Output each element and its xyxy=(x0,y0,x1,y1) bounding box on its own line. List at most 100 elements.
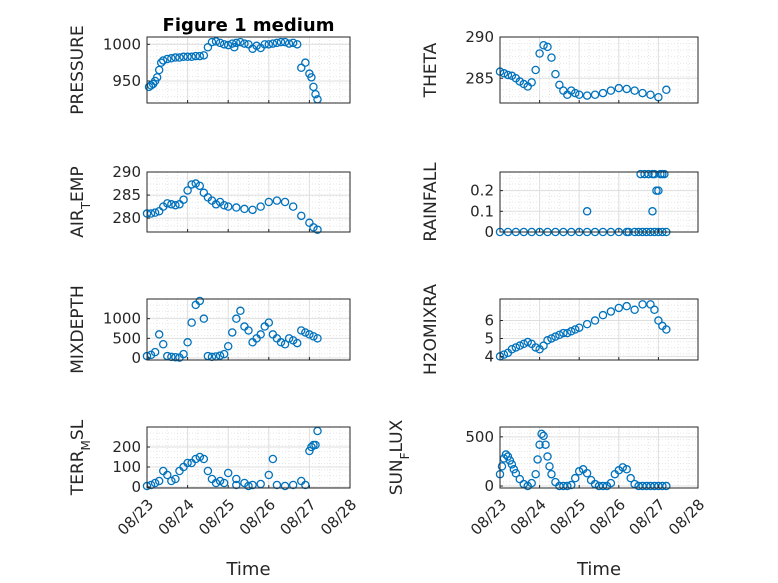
data-point xyxy=(567,327,576,336)
data-point xyxy=(551,69,560,79)
data-point xyxy=(531,469,540,479)
data-point xyxy=(509,465,519,474)
y-tick-label: 0 xyxy=(484,223,494,241)
data-point xyxy=(501,450,511,459)
data-point xyxy=(230,43,239,52)
data-point xyxy=(497,462,507,471)
data-point xyxy=(171,200,180,210)
data-point xyxy=(183,52,192,62)
data-point xyxy=(311,89,320,99)
y-axis-label: RAINFALL xyxy=(421,162,441,242)
y-tick-label: 0 xyxy=(484,477,494,495)
y-tick-label: 290 xyxy=(112,163,141,181)
data-point xyxy=(582,91,592,100)
y-tick-label: 285 xyxy=(465,69,494,87)
data-point xyxy=(638,300,647,309)
data-point xyxy=(240,39,249,48)
data-point xyxy=(199,51,209,60)
y-tick-label: 6 xyxy=(484,312,494,330)
data-point xyxy=(650,305,659,315)
data-point xyxy=(650,169,659,179)
data-point xyxy=(264,40,274,49)
data-point xyxy=(280,37,290,47)
data-point xyxy=(535,440,544,449)
data-point xyxy=(256,202,265,211)
data-point xyxy=(179,195,188,204)
data-point xyxy=(636,169,645,179)
axes-box xyxy=(499,298,699,361)
data-point xyxy=(626,473,635,483)
data-point xyxy=(543,42,552,52)
data-point xyxy=(307,73,316,82)
data-point xyxy=(570,473,580,483)
data-point xyxy=(662,85,671,95)
y-axis-label: THETA xyxy=(421,42,441,98)
data-point xyxy=(284,334,294,343)
data-point xyxy=(594,481,604,491)
data-point xyxy=(590,90,600,100)
data-point xyxy=(662,481,671,491)
y-tick-label: 5 xyxy=(484,329,494,347)
data-point xyxy=(154,476,164,486)
data-point xyxy=(199,454,209,464)
data-point xyxy=(313,334,322,343)
data-point xyxy=(195,296,205,306)
data-point xyxy=(195,181,205,191)
data-point xyxy=(309,332,318,341)
data-point xyxy=(297,63,306,73)
data-point xyxy=(507,344,517,354)
data-point xyxy=(614,83,624,93)
data-point xyxy=(638,88,647,98)
data-point xyxy=(284,39,294,48)
y-axis-label: PRESSURE xyxy=(68,25,88,114)
data-point xyxy=(618,463,628,472)
data-point xyxy=(622,301,631,311)
subplot-4: 0 0.1 0.2 RAINFALL xyxy=(421,162,699,242)
data-point xyxy=(264,470,274,480)
data-point xyxy=(187,180,196,189)
data-point xyxy=(167,54,176,63)
data-point xyxy=(574,467,584,476)
data-point xyxy=(203,466,213,476)
data-point xyxy=(654,186,663,195)
data-point xyxy=(179,349,188,359)
data-point xyxy=(555,481,564,491)
y-tick-label: 0 xyxy=(131,478,141,496)
data-point xyxy=(567,480,576,490)
subplot-1: 950 1000 PRESSURE Figure 1 medium xyxy=(68,15,351,115)
data-point xyxy=(191,179,200,188)
data-point xyxy=(313,225,322,234)
data-point xyxy=(163,54,172,64)
data-point xyxy=(215,38,225,48)
data-point xyxy=(223,341,233,351)
y-tick-label: 500 xyxy=(465,428,494,446)
data-point xyxy=(268,39,278,48)
data-point xyxy=(539,41,548,50)
data-point xyxy=(156,58,166,67)
data-point xyxy=(288,480,298,490)
y-axis-label: MIXDEPTH xyxy=(68,285,88,374)
data-point xyxy=(563,328,572,338)
data-point xyxy=(195,452,205,462)
data-point xyxy=(256,330,265,339)
y-tick-label: 200 xyxy=(112,438,141,456)
data-point xyxy=(163,199,172,208)
data-point xyxy=(183,458,192,468)
data-point xyxy=(154,330,164,339)
y-tick-label: 4 xyxy=(484,347,494,365)
axes-box xyxy=(146,36,351,104)
data-point xyxy=(630,86,639,95)
data-point xyxy=(187,52,196,62)
data-point xyxy=(511,343,521,352)
data-point xyxy=(654,316,663,325)
data-point xyxy=(276,37,286,47)
data-point xyxy=(634,481,643,491)
data-point xyxy=(264,318,274,327)
data-point xyxy=(236,306,245,316)
data-point xyxy=(223,202,233,211)
axes-box xyxy=(499,171,699,233)
data-point xyxy=(150,478,160,488)
data-point xyxy=(539,341,548,350)
